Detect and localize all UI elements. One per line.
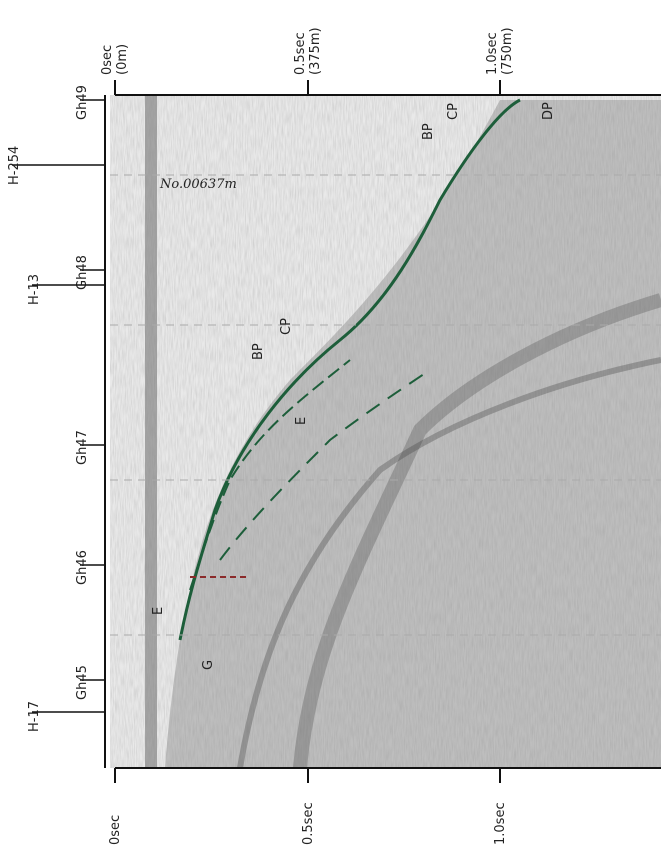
annotation: G xyxy=(201,660,216,670)
station-label: H-254 xyxy=(7,146,22,185)
annotation: CP xyxy=(446,103,461,120)
station-label: H-13 xyxy=(27,274,42,305)
station-label: H-17 xyxy=(27,701,42,732)
annotation: CP xyxy=(279,318,294,335)
handwritten-note: No.00637m xyxy=(159,177,237,192)
top-axis-time: 0sec xyxy=(100,45,115,75)
bottom-axis-label: 1.0sec xyxy=(493,802,508,845)
section xyxy=(110,95,661,768)
top-axis-time: 0.5sec xyxy=(293,32,308,75)
top-axis-depth: (750m) xyxy=(500,27,515,75)
bottom-axis-label: 0sec xyxy=(108,815,123,845)
annotation: BP xyxy=(251,343,266,360)
annotation: BP xyxy=(421,123,436,140)
top-axis-depth: (375m) xyxy=(308,27,323,75)
station-label: Gh47 xyxy=(75,430,90,465)
station-label: Gh46 xyxy=(75,550,90,585)
annotation: DP xyxy=(541,102,556,120)
top-axis-depth: (0m) xyxy=(115,44,130,75)
seismic-profile: 0sec(0m)0.5sec(375m)1.0sec(750m)0sec0.5s… xyxy=(0,0,661,855)
station-label: Gh45 xyxy=(75,665,90,700)
annotation: E xyxy=(294,417,309,425)
station-label: Gh49 xyxy=(75,85,90,120)
top-axis-time: 1.0sec xyxy=(485,32,500,75)
annotation: E xyxy=(151,607,166,615)
bottom-axis-label: 0.5sec xyxy=(301,802,316,845)
